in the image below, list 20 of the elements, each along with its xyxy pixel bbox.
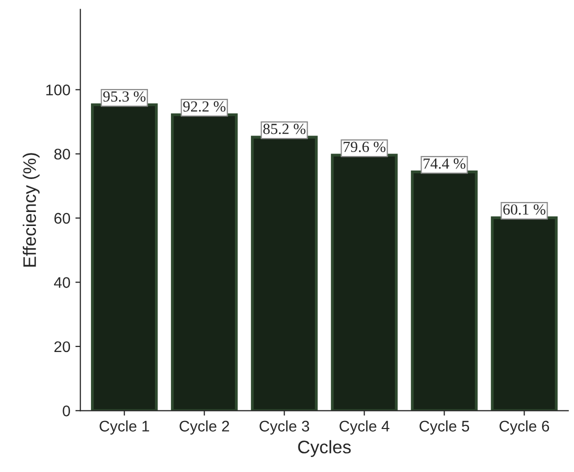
data-label: 92.2 % bbox=[183, 101, 226, 112]
x-tick-label: Cycle 6 bbox=[500, 420, 550, 435]
x-tick-label: Cycle 1 bbox=[100, 420, 150, 435]
data-label: 95.3 % bbox=[103, 91, 146, 102]
y-axis-title: Effeciency (%) bbox=[22, 153, 40, 267]
y-tick-label: 80 bbox=[54, 148, 70, 160]
data-label: 85.2 % bbox=[263, 124, 306, 134]
data-label: 60.1 % bbox=[503, 204, 546, 215]
x-tick-label: Cycle 4 bbox=[340, 420, 390, 435]
y-tick-label: 40 bbox=[54, 277, 70, 288]
y-tick-label: 20 bbox=[54, 341, 70, 352]
data-label: 74.4 % bbox=[424, 158, 466, 169]
data-label: 79.6 % bbox=[344, 142, 386, 152]
x-axis-title: Cycles bbox=[298, 440, 351, 457]
x-tick-label: Cycle 5 bbox=[420, 420, 470, 435]
x-tick-label: Cycle 3 bbox=[260, 420, 310, 435]
y-tick-label: 0 bbox=[62, 406, 70, 416]
x-tick-label: Cycle 2 bbox=[180, 420, 230, 435]
y-tick-label: 100 bbox=[46, 84, 70, 96]
y-tick-label: 60 bbox=[54, 212, 70, 224]
